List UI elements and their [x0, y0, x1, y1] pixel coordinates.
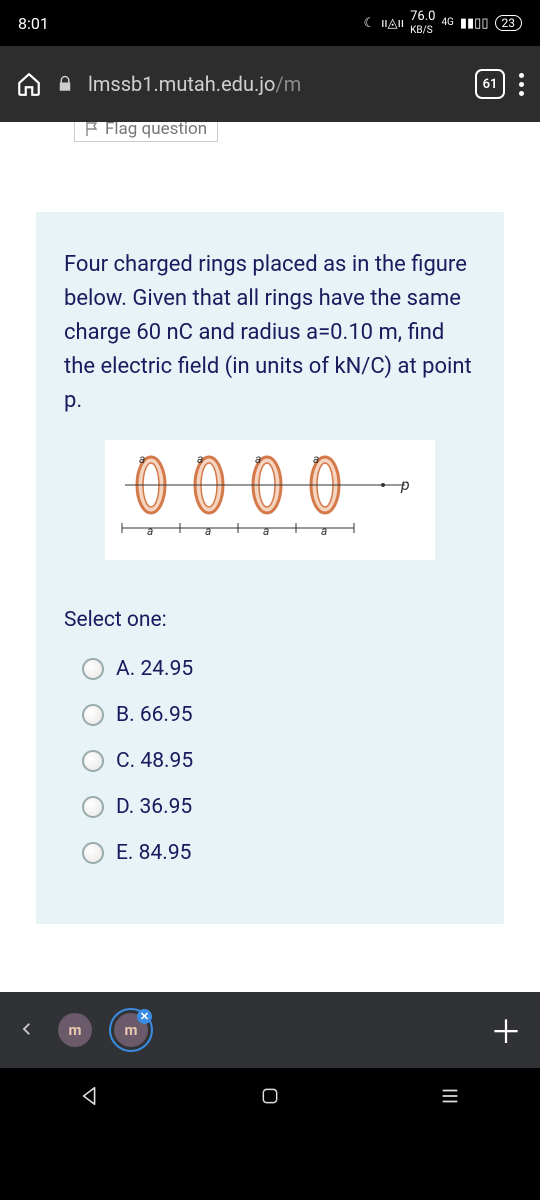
new-tab-icon[interactable]: ＋ [490, 1007, 522, 1053]
svg-text:a: a [205, 524, 211, 538]
option-label: A. 24.95 [116, 657, 193, 681]
back-icon[interactable] [77, 1083, 103, 1109]
tab-thumb-2[interactable]: m✕ [114, 1013, 148, 1047]
svg-text:a: a [255, 452, 261, 466]
url-path: /m [275, 72, 301, 96]
question-card: Four charged rings placed as in the figu… [36, 212, 504, 924]
home-icon[interactable] [16, 71, 42, 97]
vibrate-icon: ıı◬ıı [381, 17, 404, 30]
question-text: Four charged rings placed as in the figu… [64, 248, 476, 418]
radio-icon[interactable] [82, 750, 104, 772]
radio-icon[interactable] [82, 796, 104, 818]
page-content: Flag question Four charged rings placed … [0, 122, 540, 1068]
status-bar: 8:01 ☾ ıı◬ıı 76.0KB/S 4G ▮▮▯▯ 23 [0, 0, 540, 46]
radio-icon[interactable] [82, 658, 104, 680]
close-tab-icon[interactable]: ✕ [137, 1009, 152, 1024]
data-rate: 76.0 [410, 9, 435, 24]
battery-level: 23 [495, 15, 523, 31]
home-sys-icon[interactable] [257, 1083, 283, 1109]
status-right: ☾ ıı◬ıı 76.0KB/S 4G ▮▮▯▯ 23 [364, 10, 522, 36]
net-type: 4G [441, 18, 453, 28]
signal-icon: ▮▮▯▯ [460, 17, 489, 30]
svg-text:a: a [313, 452, 319, 466]
data-unit: KB/S [410, 25, 433, 36]
browser-bottom-bar: m m✕ ＋ [0, 992, 540, 1068]
tab-count[interactable]: 61 [475, 69, 505, 99]
option-row[interactable]: C. 48.95 [64, 738, 476, 784]
system-nav-bar [0, 1068, 540, 1124]
select-one-label: Select one: [64, 608, 476, 632]
more-icon[interactable] [519, 73, 524, 96]
tab-thumb-1[interactable]: m [58, 1013, 92, 1047]
option-label: B. 66.95 [116, 703, 193, 727]
question-figure: a a a a a a a a p [64, 440, 476, 560]
url-host: lmssb1.mutah.edu.jo [88, 72, 275, 96]
status-time: 8:01 [18, 14, 49, 33]
option-label: D. 36.95 [116, 795, 192, 819]
recent-icon[interactable] [437, 1083, 463, 1109]
radio-icon[interactable] [82, 704, 104, 726]
browser-toolbar: lmssb1.mutah.edu.jo/m 61 [0, 46, 540, 122]
svg-text:a: a [139, 452, 145, 466]
svg-text:a: a [147, 524, 153, 538]
option-row[interactable]: A. 24.95 [64, 646, 476, 692]
lock-icon [56, 75, 74, 93]
svg-text:a: a [263, 524, 269, 538]
svg-text:p: p [400, 475, 410, 494]
flag-question-label: Flag question [105, 122, 207, 139]
flag-question[interactable]: Flag question [74, 122, 218, 142]
option-row[interactable]: E. 84.95 [64, 830, 476, 876]
moon-icon: ☾ [364, 17, 376, 30]
option-row[interactable]: B. 66.95 [64, 692, 476, 738]
svg-text:a: a [197, 452, 203, 466]
svg-text:a: a [321, 524, 327, 538]
option-label: E. 84.95 [116, 841, 191, 865]
url-display[interactable]: lmssb1.mutah.edu.jo/m [88, 72, 461, 96]
option-label: C. 48.95 [116, 749, 193, 773]
option-row[interactable]: D. 36.95 [64, 784, 476, 830]
radio-icon[interactable] [82, 842, 104, 864]
expand-icon[interactable] [18, 1016, 36, 1044]
